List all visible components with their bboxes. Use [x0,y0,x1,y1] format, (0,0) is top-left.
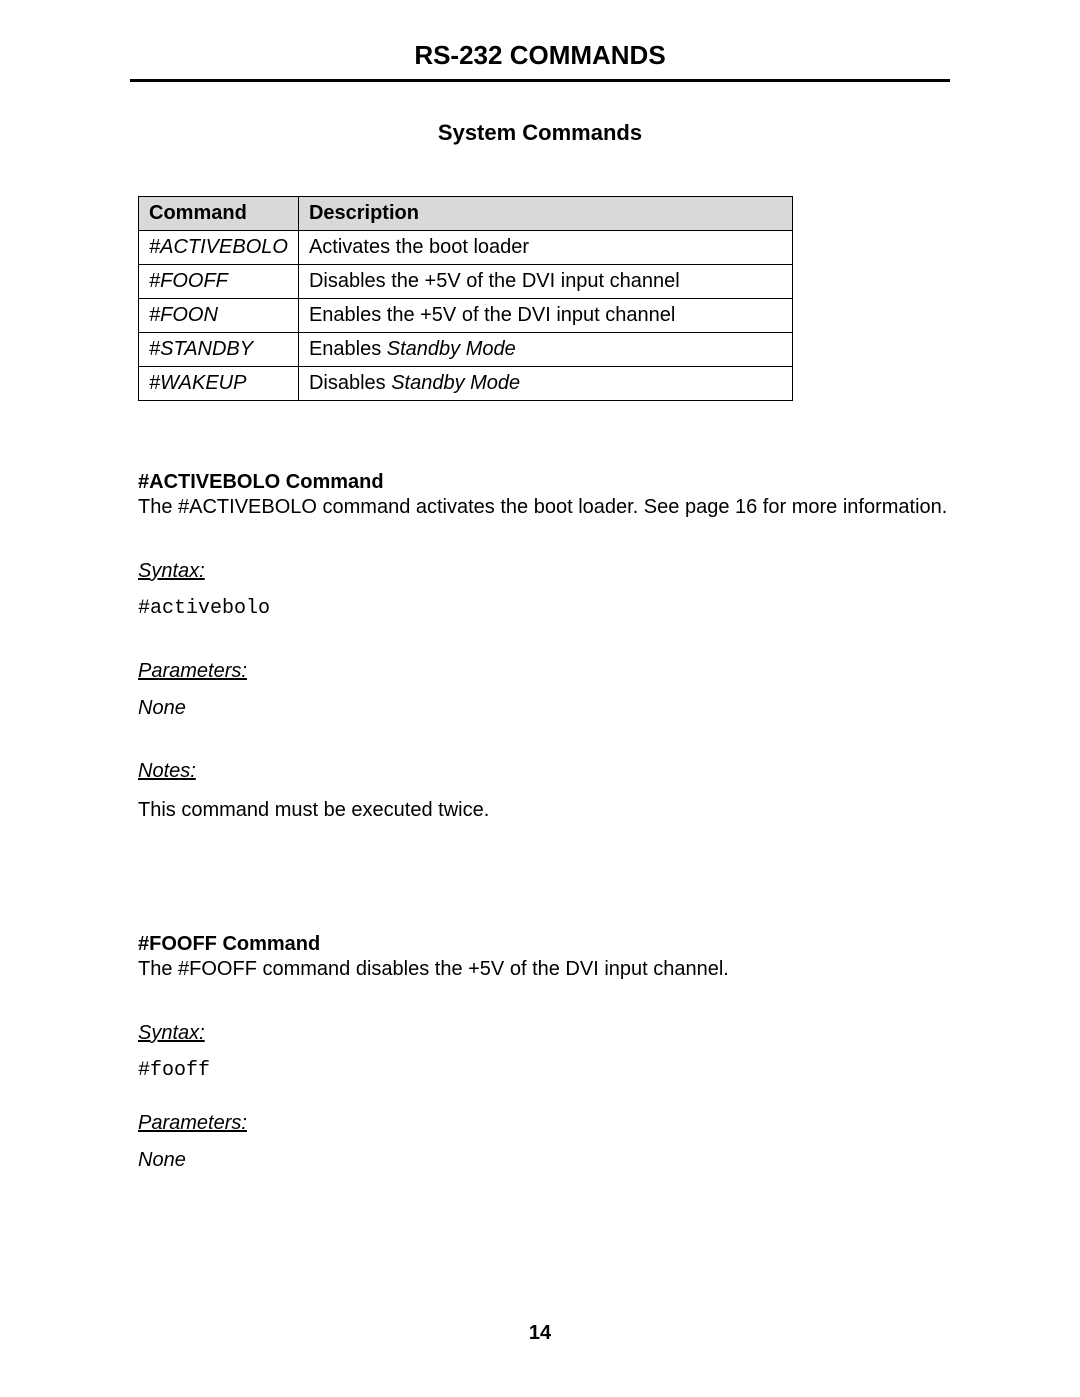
parameters-label: Parameters: [138,1112,950,1135]
table-row: #ACTIVEBOLO Activates the boot loader [139,231,793,265]
table-row: #FOOFF Disables the +5V of the DVI input… [139,265,793,299]
description-text: Disables [309,372,391,394]
description-cell: Activates the boot loader [298,231,792,265]
parameters-value: None [138,697,950,720]
description-cell: Enables the +5V of the DVI input channel [298,299,792,333]
table-row: #FOON Enables the +5V of the DVI input c… [139,299,793,333]
description-italic: Standby Mode [387,338,516,360]
command-cell: #FOON [139,299,299,333]
fooff-description: The #FOOFF command disables the +5V of t… [138,956,950,982]
fooff-heading: #FOOFF Command [138,933,950,956]
command-cell: #WAKEUP [139,367,299,401]
description-cell: Disables Standby Mode [298,367,792,401]
table-header-description: Description [298,197,792,231]
activebolo-description: The #ACTIVEBOLO command activates the bo… [138,494,950,520]
table-header-command: Command [139,197,299,231]
table-row: #WAKEUP Disables Standby Mode [139,367,793,401]
parameters-value: None [138,1149,950,1172]
description-text: Enables [309,338,387,360]
description-cell: Disables the +5V of the DVI input channe… [298,265,792,299]
command-cell: #FOOFF [139,265,299,299]
syntax-value: #activebolo [138,597,950,620]
parameters-label: Parameters: [138,660,950,683]
activebolo-heading: #ACTIVEBOLO Command [138,471,950,494]
description-cell: Enables Standby Mode [298,333,792,367]
page-number: 14 [0,1322,1080,1345]
page-subtitle: System Commands [130,120,950,146]
page-main-title: RS-232 COMMANDS [130,40,950,79]
syntax-value: #fooff [138,1059,950,1082]
notes-label: Notes: [138,760,950,783]
syntax-label: Syntax: [138,1022,950,1045]
syntax-label: Syntax: [138,560,950,583]
section-divider [130,79,950,82]
commands-table: Command Description #ACTIVEBOLO Activate… [138,196,793,401]
table-row: #STANDBY Enables Standby Mode [139,333,793,367]
description-italic: Standby Mode [391,372,520,394]
command-cell: #ACTIVEBOLO [139,231,299,265]
notes-value: This command must be executed twice. [138,797,950,823]
command-cell: #STANDBY [139,333,299,367]
